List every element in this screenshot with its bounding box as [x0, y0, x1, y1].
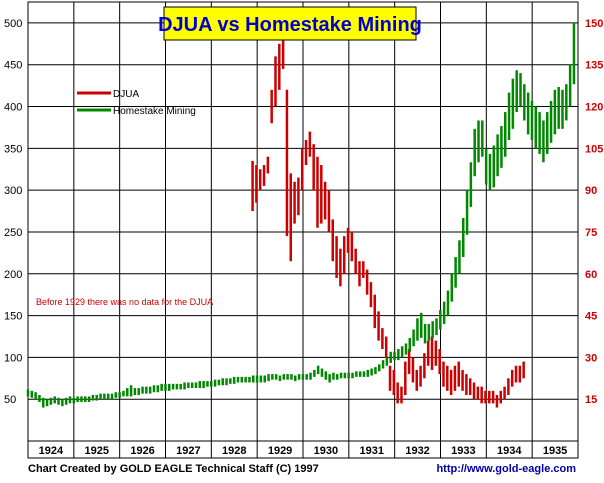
- x-tick-label: 1924: [39, 445, 64, 457]
- y-tick-label-left: 500: [4, 18, 22, 30]
- y-tick-label-right: 15: [585, 394, 597, 406]
- y-tick-label-right: 120: [585, 102, 603, 114]
- y-tick-label-right: 90: [585, 185, 597, 197]
- x-tick-label: 1935: [543, 445, 567, 457]
- x-tick-label: 1933: [451, 445, 475, 457]
- footer-credit: Chart Created by GOLD EAGLE Technical St…: [28, 463, 319, 475]
- y-tick-label-left: 100: [4, 352, 22, 364]
- x-tick-label: 1930: [314, 445, 338, 457]
- title-box: [163, 6, 417, 41]
- y-tick-label-left: 400: [4, 102, 22, 114]
- legend-label-1: Homestake Mining: [113, 106, 196, 117]
- x-tick-label: 1925: [85, 445, 109, 457]
- y-tick-label-right: 105: [585, 143, 603, 155]
- y-tick-label-left: 450: [4, 60, 22, 72]
- x-tick-label: 1929: [268, 445, 292, 457]
- y-tick-label-right: 45: [585, 311, 597, 323]
- y-tick-label-right: 60: [585, 269, 597, 281]
- x-tick-label: 1932: [405, 445, 429, 457]
- y-tick-label-right: 75: [585, 227, 597, 239]
- y-tick-label-right: 30: [585, 352, 597, 364]
- x-tick-label: 1926: [130, 445, 154, 457]
- y-tick-label-left: 200: [4, 269, 22, 281]
- y-tick-label-left: 300: [4, 185, 22, 197]
- y-tick-label-left: 50: [4, 394, 16, 406]
- chart-title: DJUA vs Homestake Mining: [158, 14, 422, 36]
- y-tick-label-left: 150: [4, 311, 22, 323]
- y-tick-label-left: 350: [4, 143, 22, 155]
- x-tick-label: 1931: [360, 445, 384, 457]
- footer-url: http://www.gold-eagle.com: [436, 463, 576, 475]
- x-tick-label: 1927: [176, 445, 200, 457]
- annotation-note: Before 1929 there was no data for the DJ…: [36, 297, 213, 307]
- x-tick-label: 1928: [222, 445, 246, 457]
- y-tick-label-right: 135: [585, 60, 603, 72]
- legend-label-0: DJUA: [113, 89, 139, 100]
- y-tick-label-left: 250: [4, 227, 22, 239]
- y-tick-label-right: 150: [585, 18, 603, 30]
- x-tick-label: 1934: [497, 445, 522, 457]
